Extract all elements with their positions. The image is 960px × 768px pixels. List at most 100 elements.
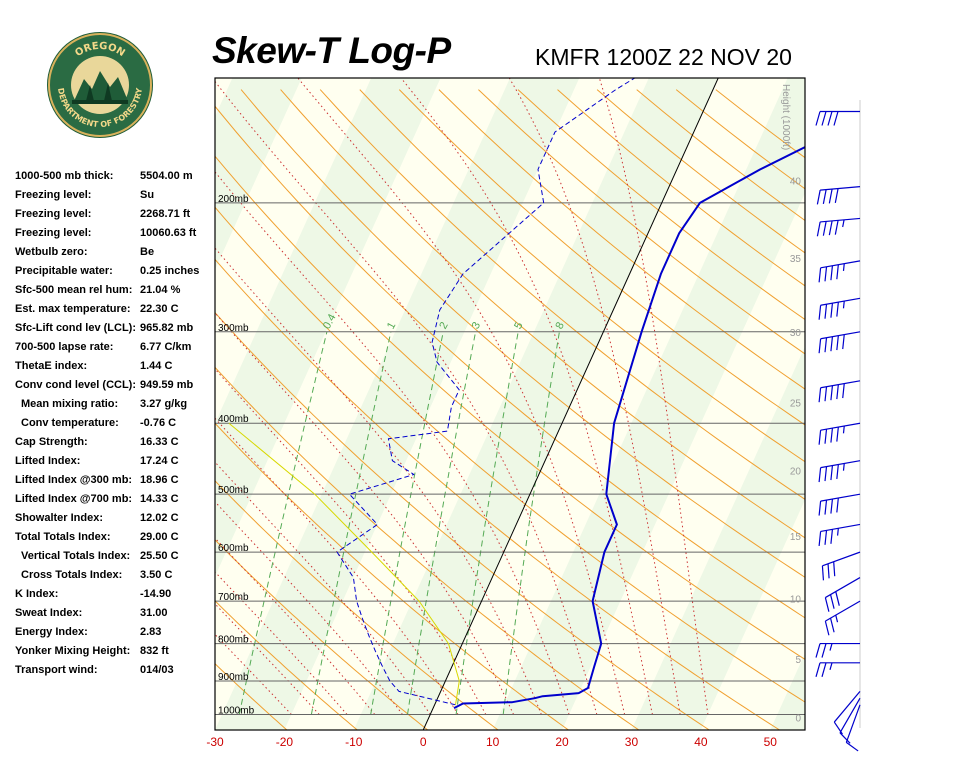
wind-barb-feather [839,732,851,744]
wind-barb-feather [842,383,845,399]
index-label: 1000-500 mb thick: [15,170,114,182]
plot-area [0,78,805,730]
height-axis-label: Height (1000ft) [780,84,791,150]
wind-barb-staff [839,697,861,734]
wind-barb [833,691,861,735]
index-value: 25.50 C [140,550,179,562]
wind-barb-feather [815,643,821,658]
series-dewpoint [336,78,636,706]
wind-barb-half-feather [842,263,845,271]
x-tick-label: 20 [555,735,569,749]
oregon-forestry-logo: OREGON DEPARTMENT OF FORESTRY [47,32,153,138]
index-value: 1.44 C [140,360,173,372]
index-row: Lifted Index: 17.24 C [15,453,215,472]
index-row: Sfc-500 mean rel hum: 21.04 % [15,282,215,301]
index-value: Be [140,246,155,258]
wind-barb [845,704,861,752]
index-value: 21.04 % [140,284,181,296]
pressure-label: 900mb [218,672,249,683]
wind-barb-staff [845,704,861,743]
wind-barb-feather [818,501,822,516]
dry-adiabat [215,480,499,730]
height-tick-label: 40 [790,176,802,187]
wind-barb-staff [820,380,861,389]
wind-barb-staff [820,297,861,306]
wind-barb-feather [818,467,822,483]
wind-barb [816,217,861,237]
height-tick-label: 30 [790,328,802,339]
mixing-ratio-label: 1 [385,320,398,331]
index-value: 18.96 C [140,474,179,486]
wind-barb-staff [820,493,861,502]
wind-barb [818,422,861,445]
wind-barb-half-feather [842,463,845,471]
wind-barb-feather [824,337,828,353]
wind-barb-feather [816,189,821,205]
wind-barb-feather [845,741,859,752]
index-label: ThetaE index: [15,360,88,372]
wind-barb-staff [825,600,861,622]
pressure-label: 500mb [218,485,249,496]
mixing-ratio-line [310,331,392,715]
pressure-label: 300mb [218,323,249,334]
dry-adiabat [215,206,805,703]
wind-barb-staff [822,551,861,567]
pressure-label: 400mb [218,414,249,425]
wind-barb-feather [836,384,839,400]
temp-band [215,78,233,117]
index-value: 0.25 inches [140,265,200,277]
wind-barb-feather [833,111,839,126]
wind-barb-feather [827,563,830,579]
wind-barb-feather [818,387,822,403]
series-parcel [228,422,460,705]
wind-barb-feather [827,111,833,126]
index-label: Freezing level: [15,189,92,201]
wind-barb [815,110,860,126]
temp-band [0,78,163,730]
wind-barb-feather [816,221,821,237]
wind-barb-feather [829,594,835,609]
index-label: Conv temperature: [21,417,119,429]
index-label: Vertical Totals Index: [21,550,131,562]
wind-barb [818,380,861,403]
moist-adiabat [215,80,598,715]
height-tick-label: 35 [790,254,802,265]
index-label: Lifted Index @700 mb: [15,493,133,505]
index-value: 2268.71 ft [140,208,191,220]
wind-barb-feather [824,620,830,636]
wind-barb-staff [820,523,861,533]
wind-barb [815,662,860,677]
x-tick-label: 30 [625,735,639,749]
height-tick-label: 20 [790,467,802,478]
pressure-label: 200mb [218,194,249,205]
wind-barb-feather [824,530,828,545]
index-value: 2.83 [140,626,162,638]
index-label: Precipitable water: [15,265,113,277]
moist-adiabat [297,78,626,715]
dry-adiabat [478,89,805,355]
index-row: Showalter Index: 12.02 C [15,510,215,529]
wind-barb-feather [815,111,821,126]
wind-barb-feather [821,662,827,677]
index-value: Su [140,189,155,201]
wind-barb-feather [821,643,827,658]
wind-barb-staff [820,260,861,269]
mixing-ratio-label: 3 [470,320,483,331]
mixing-ratio-line [455,331,519,715]
index-value: 014/03 [140,664,174,676]
wind-barb [818,460,861,483]
index-label: Sfc-Lift cond lev (LCL): [15,322,136,334]
dry-adiabat [215,422,569,730]
index-label: Lifted Index @300 mb: [15,474,133,486]
index-row: Conv temperature: -0.76 C [15,415,215,434]
index-row: Precipitable water: 0.25 inches [15,263,215,282]
index-label: Conv cond level (CCL): [15,379,137,391]
index-value: 10060.63 ft [140,227,197,239]
index-row: Yonker Mixing Height: 832 ft [15,643,215,662]
wind-barb-feather [818,305,822,320]
mixing-ratio-line [238,331,328,715]
dry-adiabat [240,89,805,578]
dry-adiabat [215,366,640,730]
temp-band [562,193,805,730]
